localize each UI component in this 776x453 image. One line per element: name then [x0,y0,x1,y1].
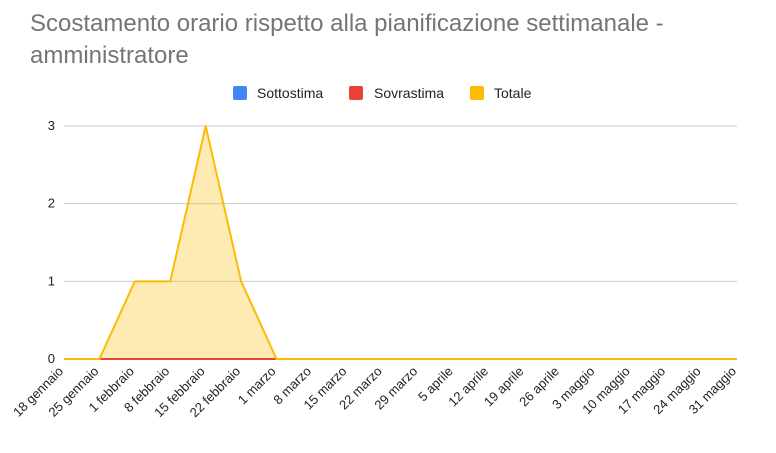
line-totale [64,125,737,360]
series-areas [64,126,737,359]
y-tick-label-1: 1 [48,273,55,288]
legend: Sottostima Sovrastima Totale [233,85,532,101]
legend-swatch-sovrastima [349,86,363,100]
legend-label-sovrastima: Sovrastima [374,85,444,101]
y-tick-label-2: 2 [48,196,55,211]
chart-title: Scostamento orario rispetto alla pianifi… [30,10,664,69]
legend-label-sottostima: Sottostima [257,85,323,101]
legend-swatch-totale [470,86,484,100]
y-tick-label-0: 0 [48,351,55,366]
series-lines [64,125,737,360]
legend-label-totale: Totale [494,85,532,101]
area-totale [64,126,737,359]
y-axis-tick-labels: 0 1 2 3 [48,118,55,366]
legend-swatch-sottostima [233,86,247,100]
x-tick-label-6: 1 marzo [235,364,279,408]
y-tick-label-3: 3 [48,118,55,133]
